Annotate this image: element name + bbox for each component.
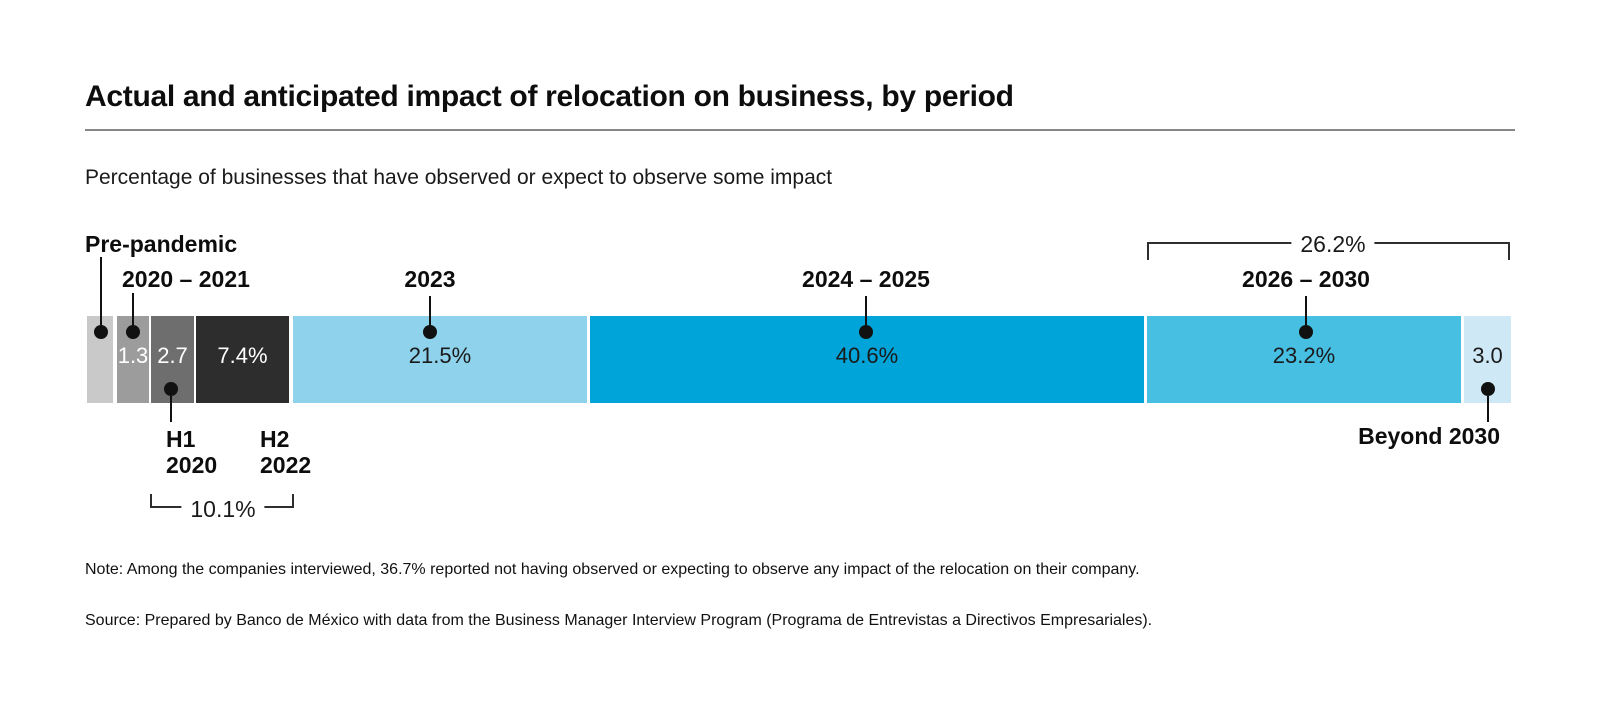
- bracket-2022-total-right-tick: [292, 494, 294, 508]
- segment-value-label: 2.7: [157, 342, 188, 368]
- beyond-2030-callout-line: [1487, 396, 1489, 422]
- segment-value-label: 40.6%: [835, 342, 899, 368]
- title-divider: [85, 129, 1515, 131]
- segment-h2-2022: 7.4%: [196, 316, 289, 403]
- period-2023-callout-label: 2023: [404, 266, 456, 292]
- beyond-2030-callout-dot: [1481, 382, 1495, 396]
- period-2020-2021-callout-label: 2020 – 2021: [122, 266, 250, 292]
- h1-2020-callout-line: [170, 396, 172, 422]
- period-2023-callout-dot: [423, 325, 437, 339]
- pre-pandemic-callout-line: [100, 257, 102, 327]
- period-2026-2030-callout-line: [1305, 296, 1307, 327]
- segment-value-label: 1.3: [117, 342, 149, 368]
- h2-2022-callout-label: H2 2022: [260, 426, 312, 478]
- segment-value-label: 23.2%: [1272, 342, 1336, 368]
- segment-value-label: 21.5%: [408, 342, 472, 368]
- source-text: Source: Prepared by Banco de México with…: [85, 612, 1153, 629]
- segment-value-label: 7.4%: [217, 342, 268, 368]
- segment-value-label: 3.0: [1472, 342, 1503, 368]
- chart-subtitle: Percentage of businesses that have obser…: [85, 166, 833, 189]
- bracket-beyond-2025-total-right-tick: [1508, 242, 1510, 260]
- period-2024-2025-callout-dot: [859, 325, 873, 339]
- period-2024-2025-callout-label: 2024 – 2025: [802, 266, 930, 292]
- period-2024-2025-callout-line: [865, 296, 867, 327]
- bracket-beyond-2025-total-label: 26.2%: [1291, 231, 1375, 257]
- note-text: Note: Among the companies interviewed, 3…: [85, 561, 1140, 578]
- period-2023-callout-line: [429, 296, 431, 327]
- period-2026-2030-callout-label: 2026 – 2030: [1242, 266, 1370, 292]
- h1-2020-callout-dot: [164, 382, 178, 396]
- chart-title: Actual and anticipated impact of relocat…: [85, 80, 1014, 113]
- period-2020-2021-callout-line: [132, 293, 134, 327]
- bracket-2022-total-label: 10.1%: [181, 496, 265, 522]
- period-2026-2030-callout-dot: [1299, 325, 1313, 339]
- h1-2020-callout-label: H1 2020: [166, 426, 218, 478]
- beyond-2030-callout-label: Beyond 2030: [1358, 423, 1500, 449]
- pre-pandemic-callout-dot: [94, 325, 108, 339]
- bracket-2022-total-left-tick: [150, 494, 152, 508]
- pre-pandemic-callout-label: Pre-pandemic: [85, 231, 238, 257]
- period-2020-2021-callout-dot: [126, 325, 140, 339]
- bracket-beyond-2025-total-left-tick: [1147, 242, 1149, 260]
- segment-2023: 21.5%: [293, 316, 587, 403]
